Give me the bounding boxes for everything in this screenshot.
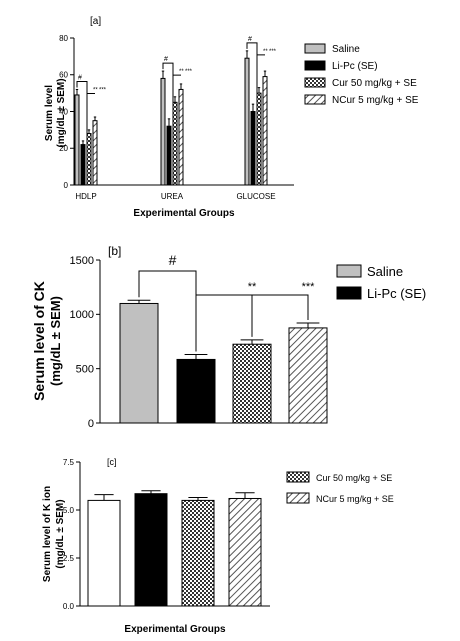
panel-a-legend-swatch-0 [304, 43, 326, 54]
panel-a-bar-0-2 [86, 133, 92, 186]
panel-a-ytick-label-0: 0 [64, 181, 69, 190]
panel-a-category-label-2: GLUCOSE [236, 192, 275, 201]
panel-c-bar-1 [134, 493, 168, 607]
panel-c-ytick-label-0: 0.0 [63, 602, 75, 611]
panel-a-ncur-mark-2: *** [269, 49, 277, 55]
panel-a-bar-0-3 [92, 120, 98, 186]
panel-c-bar-0 [87, 499, 121, 607]
panel-a-legend-swatch-3 [304, 94, 326, 105]
panel-c-legend-swatch-1 [286, 492, 310, 504]
panel-b-tag: [b] [108, 244, 121, 258]
panel-a-bar-1-1 [166, 125, 172, 186]
panel-c-ytick-label-1: 2.5 [63, 554, 75, 563]
panel-b-legend-label-1: Li-Pc (SE) [367, 286, 426, 301]
panel-b-ytick-label-2: 1000 [70, 309, 94, 321]
panel-c-tag: [c] [107, 457, 117, 467]
panel-a-ncur-mark-1: *** [185, 69, 193, 75]
panel-a-stat-bracket-0 [86, 81, 95, 94]
panel-b-ylabel-line-1: Serum level of CK [31, 281, 47, 401]
panel-b-bar-3 [288, 327, 328, 424]
panel-c-legend-swatch-0 [286, 471, 310, 483]
panel-a-cur-mark-1: ** [179, 69, 184, 75]
panel-a-hash-mark-2: # [248, 36, 252, 43]
panel-a-hash-bracket-0 [76, 80, 88, 139]
panel-a-bar-0-0 [74, 94, 80, 186]
panel-a-hash-mark-1: # [164, 56, 168, 63]
panel-a-bar-1-3 [178, 88, 184, 186]
panel-a-hash-mark-0: # [78, 74, 82, 81]
panel-b-bar-1 [176, 358, 216, 424]
panel-a-bar-1-2 [172, 101, 178, 186]
panel-b-ytick-label-0: 0 [88, 418, 94, 430]
panel-a-legend-label-2: Cur 50 mg/kg + SE [332, 78, 417, 89]
panel-a-stat-bracket-2 [256, 42, 265, 56]
panel-a-hash-bracket-2 [246, 42, 258, 103]
panel-a-legend-label-1: Li-Pc (SE) [332, 61, 378, 72]
panel-c-bar-2 [181, 499, 215, 607]
panel-b-ytick-label-3: 1500 [70, 255, 94, 267]
panel-a-bar-2-1 [250, 111, 256, 186]
panel-a-ytick-label-2: 40 [59, 107, 68, 116]
panel-a-ytick-label-1: 20 [59, 144, 68, 153]
panel-a-legend-label-3: NCur 5 mg/kg + SE [332, 95, 419, 106]
panel-b-legend-swatch-1 [336, 286, 362, 300]
panel-c-chart: [c] Serum level of K ion (mg/dL ± SEM) 0… [42, 457, 394, 635]
panel-a-bar-2-2 [256, 92, 262, 186]
panel-a-xlabel: Experimental Groups [133, 208, 235, 219]
panel-c-ytick-label-2: 5.0 [63, 506, 75, 515]
panel-a-bar-1-0 [160, 77, 166, 186]
panel-a-bar-0-1 [80, 144, 86, 186]
panel-a-bar-2-3 [262, 76, 268, 186]
panel-a-tag: [a] [90, 16, 101, 27]
panel-a-ytick-label-3: 60 [59, 71, 68, 80]
panel-b-legend-label-0: Saline [367, 264, 403, 279]
panel-a-ylabel-line-1: Serum level [44, 85, 55, 141]
panel-a-cur-mark-2: ** [263, 49, 268, 55]
panel-a-legend-swatch-2 [304, 77, 326, 88]
panel-a-chart: [a] Serum level (mg/dL ± SEM) 020406080 … [44, 16, 419, 219]
panel-b-hash-bracket [138, 270, 197, 352]
panel-a-ncur-mark-0: *** [99, 87, 107, 93]
panel-a-category-label-0: HDLP [75, 192, 96, 201]
panel-a-legend-swatch-1 [304, 60, 326, 71]
panel-b-ncur-mark: *** [302, 281, 316, 293]
panel-b-stat-bracket [196, 294, 309, 337]
panel-a-cur-mark-0: ** [93, 87, 98, 93]
panel-b-bar-2 [232, 343, 272, 424]
panel-a-ytick-label-4: 80 [59, 34, 68, 43]
panel-a-legend-label-0: Saline [332, 44, 360, 55]
panel-b-ytick-label-1: 500 [76, 364, 94, 376]
panel-c-legend-label-0: Cur 50 mg/kg + SE [316, 473, 392, 483]
panel-b-cur-mark: ** [248, 281, 257, 293]
panel-b-chart: [b] Serum level of CK (mg/dL ± SEM) 0 500… [31, 244, 426, 430]
panel-c-ylabel-line-2: (mg/dL ± SEM) [55, 499, 66, 568]
panel-c-xlabel: Experimental Groups [124, 624, 226, 635]
panel-b-ylabel-line-2: (mg/dL ± SEM) [48, 296, 63, 386]
panel-a-stat-bracket-1 [172, 63, 181, 76]
panel-c-ytick-label-3: 7.5 [63, 458, 75, 467]
panel-c-ylabel-line-1: Serum level of K ion [42, 486, 53, 582]
panel-a-bar-2-0 [244, 57, 250, 186]
panel-c-legend-label-1: NCur 5 mg/kg + SE [316, 494, 394, 504]
panel-c-bar-3 [228, 497, 262, 607]
panel-a-category-label-1: UREA [161, 192, 184, 201]
panel-a-ylabel-line-2: (mg/dL ± SEM) [56, 78, 67, 147]
panel-a-hash-bracket-1 [162, 62, 174, 117]
panel-b-legend-swatch-0 [336, 264, 362, 278]
panel-b-bar-0 [119, 302, 159, 424]
panel-b-hash-mark: # [169, 252, 177, 268]
